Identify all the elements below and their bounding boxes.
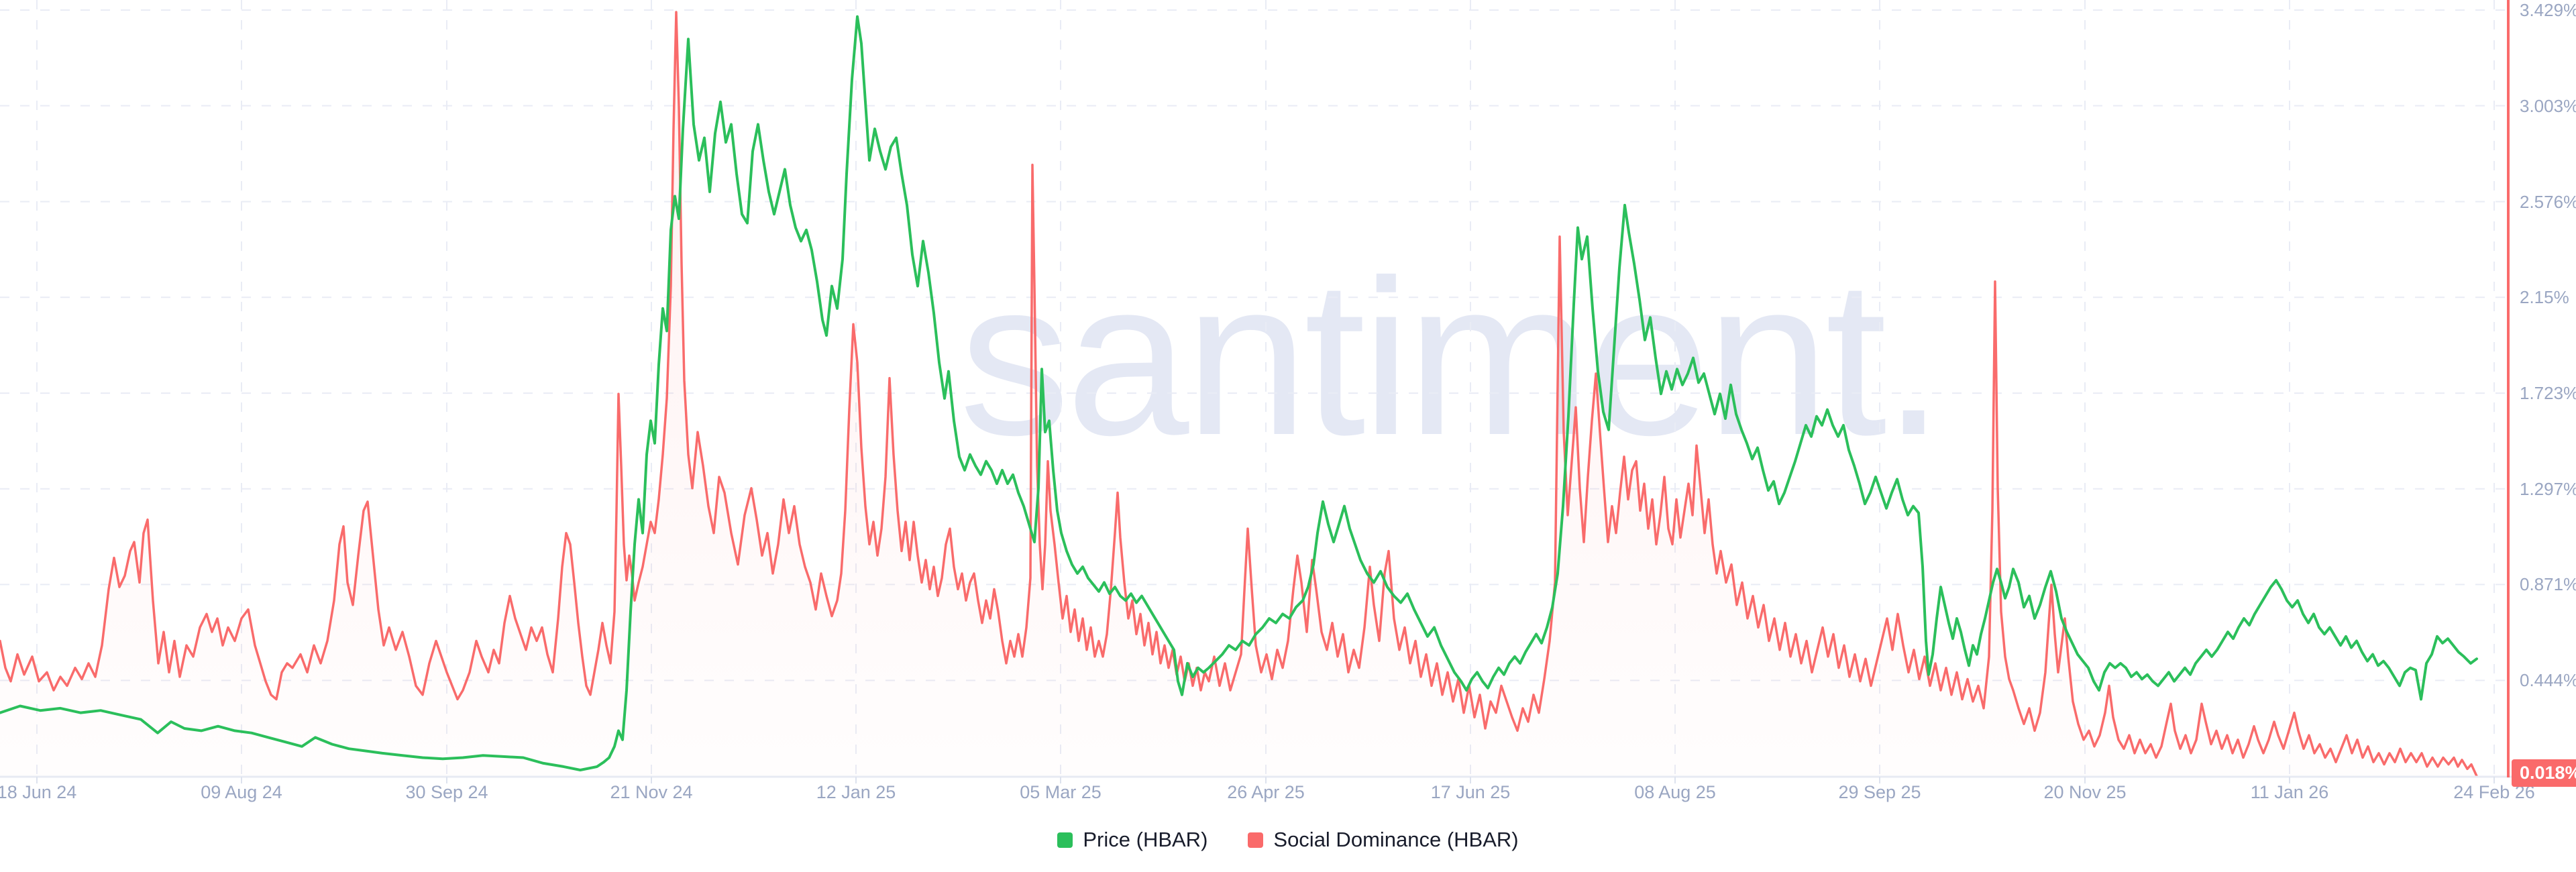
x-axis-label: 30 Sep 24 bbox=[405, 782, 488, 802]
price-line bbox=[0, 15, 2478, 771]
price-swatch-icon bbox=[1057, 832, 1073, 848]
social-dominance-line bbox=[0, 11, 2478, 777]
x-axis-label: 29 Sep 25 bbox=[1838, 782, 1921, 802]
y-axis-label: 1.297% bbox=[2520, 478, 2576, 499]
x-axis-label: 08 Aug 25 bbox=[1634, 782, 1716, 802]
x-axis-label: 17 Jun 25 bbox=[1430, 782, 1511, 802]
y-axis-label: 0.871% bbox=[2520, 574, 2576, 595]
x-axis-ticks bbox=[36, 777, 2495, 783]
y-axis-line bbox=[2507, 0, 2510, 777]
x-axis-label: 21 Nov 24 bbox=[610, 782, 693, 802]
legend-label-social-dominance: Social Dominance (HBAR) bbox=[1273, 828, 1519, 851]
y-axis-label: 3.429% bbox=[2520, 0, 2576, 20]
legend-item-price[interactable]: Price (HBAR) bbox=[1057, 828, 1208, 852]
y-axis-label: 0.444% bbox=[2520, 670, 2576, 691]
x-axis-label: 26 Apr 25 bbox=[1227, 782, 1305, 802]
y-axis-label: 1.723% bbox=[2520, 383, 2576, 404]
x-axis-label: 09 Aug 24 bbox=[201, 782, 282, 802]
y-axis-label: 3.003% bbox=[2520, 95, 2576, 116]
legend-item-social-dominance[interactable]: Social Dominance (HBAR) bbox=[1248, 828, 1519, 852]
x-axis-label: 11 Jan 26 bbox=[2250, 782, 2329, 802]
last-value-badge: 0.018% bbox=[2512, 759, 2576, 787]
social-dominance-area bbox=[0, 12, 2477, 777]
legend-label-price: Price (HBAR) bbox=[1083, 828, 1208, 851]
x-axis-label: 20 Nov 25 bbox=[2043, 782, 2127, 802]
x-axis-label: 05 Mar 25 bbox=[1020, 782, 1102, 802]
y-axis-label: 2.15% bbox=[2520, 287, 2569, 308]
legend: Price (HBAR) Social Dominance (HBAR) bbox=[0, 828, 2576, 852]
social-dominance-swatch-icon bbox=[1248, 832, 1264, 848]
y-axis-label: 2.576% bbox=[2520, 191, 2576, 212]
x-axis-label: 12 Jan 25 bbox=[816, 782, 896, 802]
santiment-watermark: santiment. bbox=[959, 233, 1944, 481]
x-axis-label: 18 Jun 24 bbox=[0, 782, 77, 802]
